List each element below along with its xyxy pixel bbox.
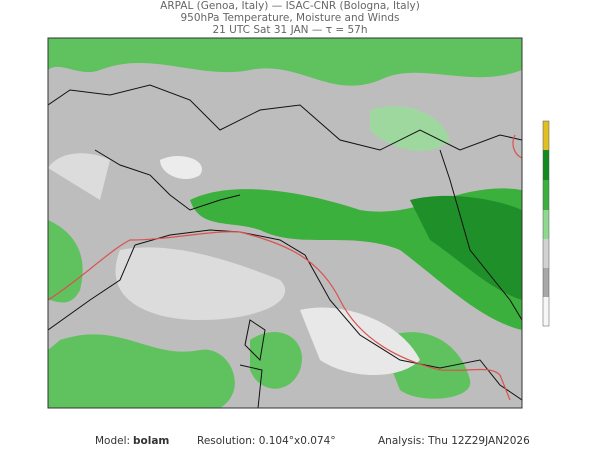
header-line: 950hPa Temperature, Moisture and Winds (181, 12, 400, 24)
footer-model: bolam (133, 435, 169, 447)
footer-resolution: Resolution: 0.104°x0.074° (197, 435, 336, 447)
header-line: 21 UTC Sat 31 JAN — τ = 57h (212, 24, 367, 36)
map-field (48, 38, 522, 408)
footer-model-label: Model: (95, 435, 130, 447)
header-line: ARPAL (Genoa, Italy) — ISAC-CNR (Bologna… (160, 0, 420, 12)
footer-analysis: Analysis: Thu 12Z29JAN2026 (378, 435, 530, 447)
map-frame (47, 37, 523, 409)
colorbar (542, 120, 550, 327)
